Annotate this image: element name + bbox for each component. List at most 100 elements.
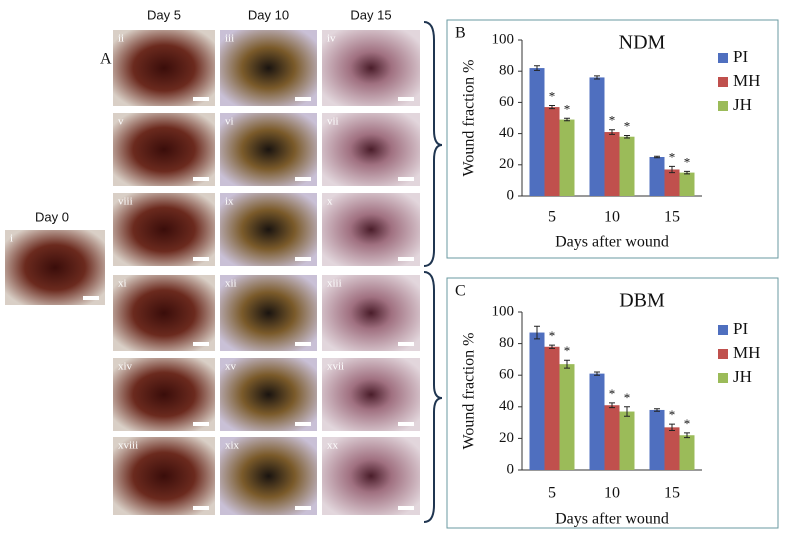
significance-mark: * — [669, 149, 676, 164]
error-bar — [564, 359, 570, 369]
photo-label: xii — [225, 278, 237, 290]
x-tick-label: 5 — [548, 209, 556, 226]
photo-label: ii — [118, 33, 124, 45]
scale-bar — [295, 342, 311, 346]
y-tick-label: 100 — [492, 31, 515, 47]
photo — [322, 113, 420, 186]
scale-bar — [193, 506, 209, 510]
panel-label: A — [100, 51, 112, 68]
scale-bar — [193, 177, 209, 181]
scale-bar — [193, 97, 209, 101]
photo-label: xix — [225, 440, 240, 452]
photo — [322, 275, 420, 351]
error-bar — [609, 129, 615, 135]
photo-label: xx — [327, 440, 339, 452]
error-bar — [654, 408, 660, 412]
y-tick-label: 0 — [507, 187, 515, 203]
y-tick-label: 60 — [499, 94, 514, 110]
x-axis-label: Days after wound — [555, 511, 669, 528]
chart-title: DBM — [619, 290, 665, 312]
photo — [322, 437, 420, 515]
photo — [322, 30, 420, 106]
scale-bar — [193, 422, 209, 426]
bar — [664, 427, 680, 470]
bar — [664, 169, 680, 196]
significance-mark: * — [684, 154, 691, 169]
bar — [544, 107, 560, 196]
x-tick-label: 15 — [664, 485, 680, 502]
error-bar — [534, 325, 540, 340]
legend-label: PI — [733, 47, 748, 66]
photo-label: x — [327, 196, 333, 208]
bar — [679, 435, 695, 470]
photo-label: xv — [225, 361, 237, 373]
bar — [529, 332, 545, 470]
legend-label: JH — [733, 367, 752, 386]
legend-label: JH — [733, 95, 752, 114]
y-tick-label: 60 — [499, 367, 514, 383]
photo — [113, 275, 215, 351]
legend-swatch — [718, 373, 728, 383]
y-tick-label: 40 — [499, 125, 514, 141]
legend-swatch — [718, 349, 728, 359]
scale-bar — [398, 422, 414, 426]
y-tick-label: 80 — [499, 335, 514, 351]
photo — [220, 437, 317, 515]
scale-bar — [398, 177, 414, 181]
day-header: Day 15 — [350, 7, 391, 22]
error-bar — [549, 105, 555, 110]
x-tick-label: 10 — [604, 485, 620, 502]
scale-bar — [193, 257, 209, 261]
error-bar — [684, 170, 690, 175]
photo — [113, 358, 215, 431]
significance-mark: * — [624, 118, 631, 133]
significance-mark: * — [684, 416, 691, 431]
bar — [544, 346, 560, 470]
photo-label: xiii — [327, 278, 342, 290]
photo — [113, 113, 215, 186]
scale-bar — [398, 342, 414, 346]
photo — [220, 30, 317, 106]
error-bar — [609, 402, 615, 409]
scale-bar — [295, 257, 311, 261]
braces — [423, 21, 443, 523]
y-tick-label: 100 — [492, 303, 515, 319]
photo — [113, 30, 215, 106]
error-bar — [684, 432, 690, 439]
chart-title: NDM — [619, 32, 666, 54]
photo-label: viii — [118, 196, 133, 208]
bar — [589, 77, 605, 196]
significance-mark: * — [564, 343, 571, 358]
day-header: Day 0 — [35, 209, 69, 224]
photo — [322, 358, 420, 431]
error-bar — [669, 165, 675, 174]
panel-label: B — [455, 25, 466, 42]
significance-mark: * — [669, 407, 676, 422]
photo-label: xi — [118, 278, 127, 290]
scale-bar — [295, 422, 311, 426]
photo — [220, 358, 317, 431]
photo-label: iv — [327, 33, 336, 45]
y-tick-label: 0 — [507, 461, 515, 477]
day-header: Day 5 — [147, 7, 181, 22]
bar — [649, 157, 665, 196]
photo-label: v — [118, 116, 124, 128]
y-tick-label: 40 — [499, 398, 514, 414]
y-tick-label: 20 — [499, 156, 514, 172]
error-bar — [594, 75, 600, 80]
photo-label: vi — [225, 116, 234, 128]
bar — [619, 411, 635, 470]
y-axis-label: Wound fraction % — [461, 60, 478, 177]
significance-mark: * — [549, 328, 556, 343]
photo — [220, 113, 317, 186]
legend-label: MH — [733, 71, 760, 90]
error-bar — [654, 155, 660, 159]
error-bar — [594, 371, 600, 376]
photo-label: iii — [225, 33, 234, 45]
y-tick-label: 80 — [499, 63, 514, 79]
bar — [604, 132, 620, 196]
legend-label: PI — [733, 319, 748, 338]
bar — [679, 172, 695, 196]
